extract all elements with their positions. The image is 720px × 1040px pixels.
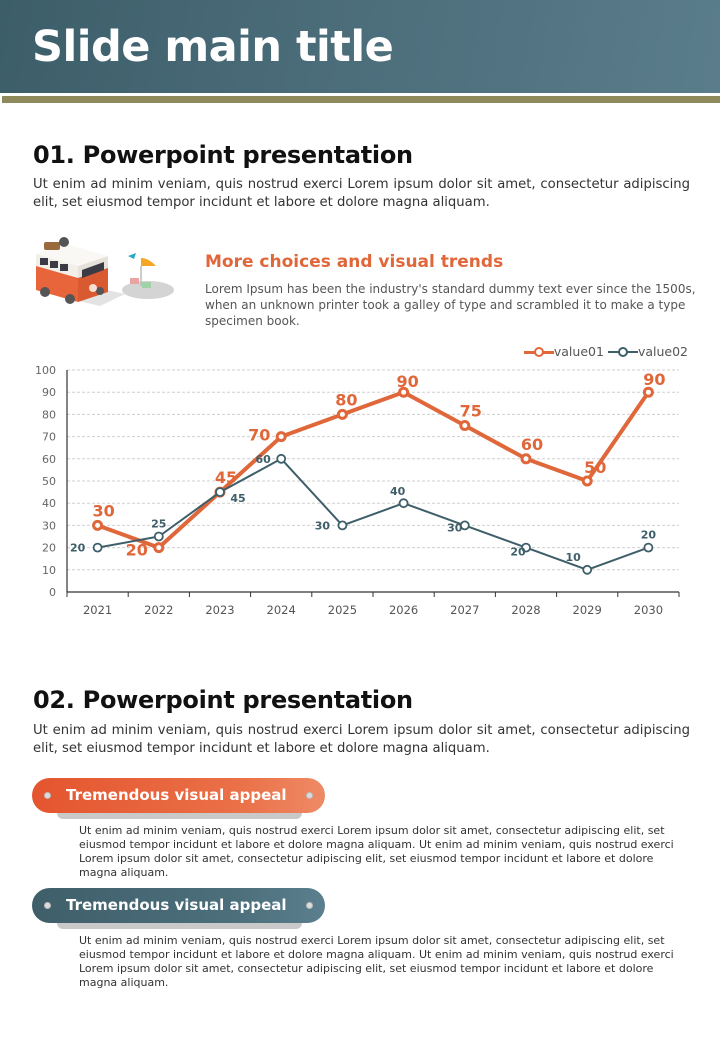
data-label-value02: 45 <box>230 492 245 505</box>
x-tick-label: 2028 <box>511 603 540 617</box>
legend-swatch-value01 <box>523 345 554 359</box>
data-point-value01 <box>275 431 287 443</box>
y-tick-label: 40 <box>42 497 56 510</box>
legend-item-value02[interactable]: value02 <box>607 344 688 359</box>
data-label-value01: 80 <box>335 390 357 409</box>
bullet-dot-icon <box>44 792 51 799</box>
y-tick-label: 10 <box>42 564 56 577</box>
pill-1-shadow <box>57 811 302 819</box>
data-label-value01: 70 <box>248 426 270 445</box>
feature-title: More choices and visual trends <box>205 252 504 272</box>
pill-1-label: Tremendous visual appeal <box>66 786 287 804</box>
pill-2-label: Tremendous visual appeal <box>66 896 287 914</box>
legend-swatch-value02 <box>607 345 638 359</box>
slide-title: Slide main title <box>32 22 394 72</box>
x-tick-label: 2024 <box>267 603 296 617</box>
y-tick-label: 30 <box>42 519 56 532</box>
section-2-body: Ut enim ad minim veniam, quis nostrud ex… <box>33 723 690 756</box>
data-point-value02 <box>215 487 225 498</box>
x-tick-label: 2030 <box>634 603 663 617</box>
x-tick-label: 2026 <box>389 603 418 617</box>
data-label-value02: 20 <box>70 542 86 555</box>
data-point-value01 <box>642 386 654 398</box>
section-1-body: Ut enim ad minim veniam, quis nostrud ex… <box>33 177 690 210</box>
data-point-value01 <box>520 453 532 465</box>
grid-layer <box>67 369 679 571</box>
section-1-title: 01. Powerpoint presentation <box>33 141 413 169</box>
x-tick-label: 2029 <box>573 603 602 617</box>
data-point-value02 <box>582 564 593 575</box>
y-tick-label: 80 <box>42 408 56 421</box>
feature-pill-2[interactable]: Tremendous visual appeal <box>32 888 325 923</box>
data-label-value02: 40 <box>390 485 406 498</box>
feature-pill-1[interactable]: Tremendous visual appeal <box>32 778 325 813</box>
data-label-value01: 90 <box>396 372 418 391</box>
data-label-value02: 25 <box>151 518 166 531</box>
data-label-value02: 20 <box>641 529 657 542</box>
bullet-dot-icon <box>306 792 313 799</box>
chart-legend: value01 value02 <box>520 344 688 359</box>
y-tick-label: 70 <box>42 431 56 444</box>
data-point-value02 <box>643 542 654 553</box>
title-banner: Slide main title <box>0 0 720 93</box>
x-tick-label: 2022 <box>144 603 173 617</box>
y-tick-label: 60 <box>42 453 56 466</box>
x-tick-label: 2027 <box>450 603 479 617</box>
data-label-value01: 60 <box>521 435 543 454</box>
data-label-value01: 45 <box>215 468 237 487</box>
data-label-value01: 50 <box>584 458 606 477</box>
data-label-value01: 90 <box>643 370 665 389</box>
legend-label-value01: value01 <box>553 344 604 359</box>
data-point-value02 <box>459 520 470 531</box>
data-point-value01 <box>153 542 165 554</box>
x-tick-label: 2021 <box>83 603 112 617</box>
data-point-value02 <box>92 542 103 553</box>
header-divider <box>2 96 720 103</box>
series-line-value02 <box>97 457 649 571</box>
camper-van-icon <box>36 237 174 306</box>
data-label-value02: 10 <box>566 551 582 564</box>
data-point-value02 <box>276 453 287 464</box>
legend-item-value01[interactable]: value01 <box>523 344 604 359</box>
data-point-value01 <box>459 420 471 431</box>
x-tick-label: 2025 <box>328 603 357 617</box>
data-point-value01 <box>336 408 348 420</box>
data-label-value01: 30 <box>92 501 114 520</box>
bullet-dot-icon <box>44 902 51 909</box>
pill-1-body: Ut enim ad minim veniam, quis nostrud ex… <box>79 824 674 879</box>
section-2-title: 02. Powerpoint presentation <box>33 686 413 714</box>
data-label-value01: 20 <box>126 541 148 560</box>
pill-2-body: Ut enim ad minim veniam, quis nostrud ex… <box>79 934 674 989</box>
data-label-value02: 20 <box>510 546 526 559</box>
legend-label-value02: value02 <box>637 344 688 359</box>
data-point-value02 <box>337 520 348 531</box>
data-label-value02: 30 <box>315 519 331 532</box>
y-tick-label: 90 <box>42 386 56 399</box>
y-tick-label: 50 <box>42 475 56 488</box>
data-point-value01 <box>92 519 104 531</box>
y-tick-label: 100 <box>35 364 56 377</box>
data-label-value02: 30 <box>447 521 463 534</box>
data-point-value01 <box>398 386 410 398</box>
feature-body: Lorem Ipsum has been the industry's stan… <box>205 282 696 328</box>
y-tick-label: 0 <box>49 586 56 599</box>
series-layer <box>92 386 654 575</box>
data-point-value02 <box>153 531 164 542</box>
bullet-dot-icon <box>306 902 313 909</box>
x-tick-label: 2023 <box>205 603 234 617</box>
y-tick-label: 20 <box>42 542 56 555</box>
data-label-value02: 60 <box>256 453 272 466</box>
pill-2-shadow <box>57 921 302 929</box>
data-point-value01 <box>581 475 593 487</box>
data-point-value02 <box>398 498 409 509</box>
data-point-value02 <box>521 542 531 553</box>
data-label-value01: 75 <box>460 402 482 421</box>
series-line-value01 <box>96 390 651 550</box>
